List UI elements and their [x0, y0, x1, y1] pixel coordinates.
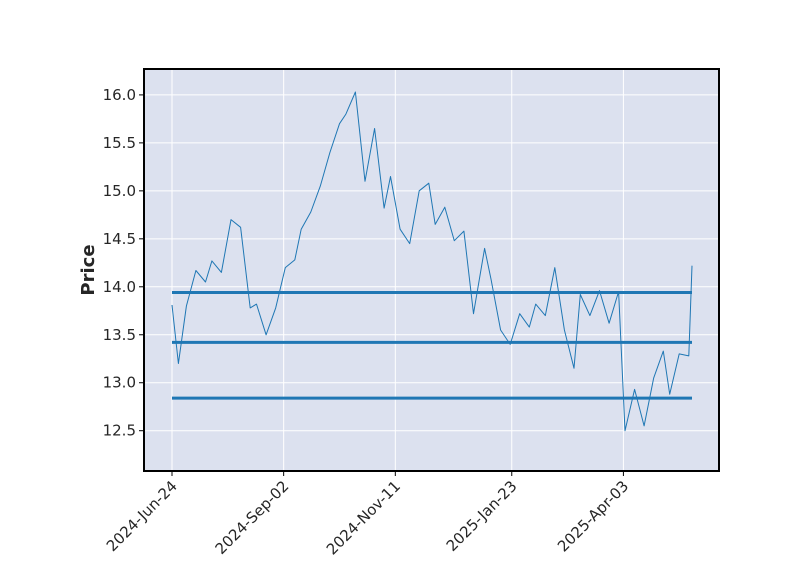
- plot-frame: [143, 68, 720, 472]
- x-tick-label: 2024-Nov-11: [323, 477, 404, 558]
- y-tick-label: 14.0: [103, 278, 136, 296]
- price-line: [171, 91, 693, 432]
- x-axis-ticks: 2024-Jun-24 2024-Sep-02 2024-Nov-11 2025-Ja…: [103, 471, 632, 558]
- horizontal-reference-lines: [172, 291, 692, 400]
- price-series: [171, 91, 693, 432]
- y-axis-ticks: 12.5 13.0 13.5 14.0 14.5 15.0 15.5 16.0: [103, 86, 144, 440]
- x-tick-label: 2024-Jun-24: [103, 477, 181, 555]
- y-tick-label: 12.5: [103, 422, 136, 440]
- y-tick-label: 15.5: [103, 134, 136, 152]
- y-tick-label: 14.5: [103, 230, 136, 248]
- y-tick-label: 15.0: [103, 182, 136, 200]
- y-tick-label: 13.0: [103, 374, 136, 392]
- y-gridlines: [144, 94, 719, 432]
- x-gridlines: [171, 69, 624, 471]
- plot-background: [144, 69, 719, 471]
- y-axis-title: Price: [78, 244, 99, 295]
- x-tick-label: 2025-Jan-23: [443, 477, 521, 555]
- y-tick-label: 13.5: [103, 326, 136, 344]
- x-tick-label: 2024-Sep-02: [212, 477, 293, 558]
- x-tick-label: 2025-Apr-03: [554, 477, 632, 555]
- y-tick-label: 16.0: [103, 86, 136, 104]
